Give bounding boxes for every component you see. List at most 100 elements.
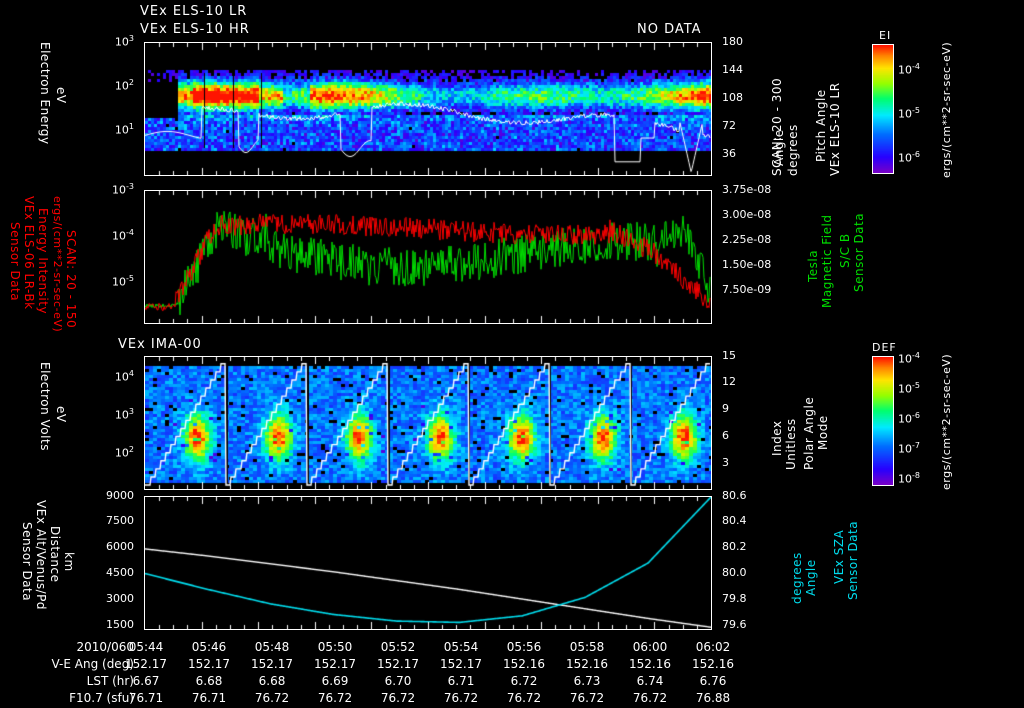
time-label-8: 06:00: [632, 640, 668, 654]
time-label-6: 05:56: [506, 640, 542, 654]
panel3-colorbar-title: DEF: [872, 341, 897, 354]
ve-ang-value-9: 152.16: [692, 657, 734, 671]
panel2-right-tick-2: 2.25e-08: [722, 233, 772, 246]
panel4-right-tick-4: 79.8: [722, 592, 747, 605]
panel2-left-label-line4: ergs/(cm**2-sr-sec-eV): [51, 196, 64, 333]
panel2-left-label-line5: SCAN: 20 - 150: [64, 230, 78, 329]
panel3-right-label-line2: Polar Angle: [802, 396, 816, 470]
panel4-left-tick-3: 4500: [106, 566, 134, 579]
panel4-right-ticks: 80.6 80.4 80.2 80.0 79.8 79.6: [722, 489, 778, 631]
lst-value-5: 6.71: [447, 674, 475, 688]
panel1-right-label-line5: SCAN: 20 - 300: [770, 77, 784, 176]
lst-value-4: 6.70: [384, 674, 412, 688]
panel2-right-tick-4: 7.50e-09: [722, 283, 772, 296]
panel4-right-tick-1: 80.4: [722, 514, 747, 527]
row-label-2: F10.7 (sfu): [69, 691, 134, 705]
ve-ang-value-8: 152.16: [629, 657, 671, 671]
lst-value-9: 6.76: [699, 674, 727, 688]
panel1-spectrogram[interactable]: [144, 42, 712, 176]
panel4-left-tick-1: 7500: [106, 514, 134, 527]
lst-value-1: 6.68: [195, 674, 223, 688]
panel2-left-ticks: 10-3 10-4 10-5: [82, 182, 140, 324]
panel2-line-plot[interactable]: [144, 190, 712, 324]
panel1-colorbar-unit-text: ergs/(cm**2-sr-sec-eV): [940, 41, 953, 178]
panel4-left-label-line4: km: [62, 552, 76, 572]
panel2-right-label-line3: Magnetic Field: [820, 214, 834, 308]
panel4-right-label-line4: degrees: [790, 552, 804, 604]
panel3-right-tick-3: 6: [722, 429, 729, 442]
panel4-left-label-line2: VEx Alt/Venus/Pd: [34, 500, 48, 611]
time-label-7: 05:58: [569, 640, 605, 654]
panel3-right-tick-1: 12: [722, 375, 736, 388]
panel3-left-tick-1: 103: [114, 407, 134, 422]
f107-value-5: 76.72: [443, 691, 479, 705]
panel1-right-tick-4: 36: [722, 147, 736, 160]
panel1-right-label-line2: VEx ELS-10 LR: [828, 82, 842, 176]
panel2-left-label-line3: Energy Intensity: [36, 208, 50, 315]
panel1-right-label-line4: degrees: [786, 124, 800, 176]
panel2-right-tick-1: 3.00e-08: [722, 208, 772, 221]
panel2-left-label-line1: Sensor Data: [8, 222, 22, 302]
panel3-cb-tick-1: 10-5: [898, 381, 920, 396]
panel3-cb-tick-3: 10-7: [898, 441, 920, 456]
panel4-line-plot[interactable]: [144, 496, 712, 630]
panel1-cb-tick-1: 10-5: [898, 106, 920, 121]
ve-ang-value-5: 152.17: [440, 657, 482, 671]
panel4-left-tick-5: 1500: [106, 618, 134, 631]
lst-value-6: 6.72: [510, 674, 538, 688]
time-label-5: 05:54: [443, 640, 479, 654]
lst-value-8: 6.74: [636, 674, 664, 688]
panel1-right-tick-0: 180: [722, 35, 743, 48]
lst-value-0: 6.67: [132, 674, 160, 688]
panel1-right-ticks: 180 144 108 72 36: [722, 35, 768, 176]
row-label-1: LST (hr): [86, 674, 134, 688]
panel1-left-tick-0: 103: [114, 34, 134, 49]
panel2-right-tick-3: 1.50e-08: [722, 258, 772, 271]
ve-ang-value-4: 152.17: [377, 657, 419, 671]
panel1-right-tick-3: 72: [722, 119, 736, 132]
no-data-label: NO DATA: [637, 22, 702, 37]
panel1-left-tick-1: 102: [114, 78, 134, 93]
ve-ang-value-6: 152.16: [503, 657, 545, 671]
panel3-colorbar: [872, 356, 894, 486]
panel2-right-label-line4: Tesla: [806, 249, 820, 282]
panel4-right-tick-0: 80.6: [722, 489, 747, 502]
panel1-title-hr: VEx ELS-10 HR: [140, 22, 250, 37]
panel1-left-ticks: 103 102 101: [82, 34, 140, 176]
panel2-right-label-line1: Sensor Data: [852, 212, 866, 292]
f107-value-2: 76.72: [254, 691, 290, 705]
panel1-colorbar-ticks: 10-4 10-5 10-6: [898, 44, 938, 174]
panel2-left-label-line2: VEx ELS-06 LR-Bk: [22, 196, 36, 310]
panel3-right-label-line3: Index: [770, 420, 784, 456]
panel4-right-tick-5: 79.6: [722, 618, 747, 631]
panel4-left-label-line3: Distance: [48, 526, 62, 583]
lst-value-3: 6.69: [321, 674, 349, 688]
panel3-spectrogram[interactable]: [144, 356, 712, 490]
panel4-left-ticks: 9000 7500 6000 4500 3000 1500: [82, 489, 140, 631]
panel1-right-tick-1: 144: [722, 63, 743, 76]
panel3-right-label-line4: Unitless: [784, 418, 798, 470]
panel1-left-label-line2: eV: [54, 87, 68, 104]
f107-value-8: 76.72: [632, 691, 668, 705]
f107-value-4: 76.72: [380, 691, 416, 705]
panel1-cb-tick-0: 10-4: [898, 62, 920, 77]
lst-value-7: 6.73: [573, 674, 601, 688]
panel3-cb-tick-2: 10-6: [898, 411, 920, 426]
time-label-3: 05:50: [317, 640, 353, 654]
panel3-colorbar-unit-text: ergs/(cm**2-sr-sec-eV): [940, 353, 953, 490]
panel1-title-lr: VEx ELS-10 LR: [140, 4, 248, 19]
panel1-colorbar-title: EI: [879, 29, 892, 42]
panel1-colorbar: [872, 44, 894, 174]
panel1-cb-tick-2: 10-6: [898, 150, 920, 165]
panel4-right-tick-3: 80.0: [722, 566, 747, 579]
panel2-right-label-line2: S/C B: [838, 233, 852, 268]
ve-ang-value-1: 152.17: [188, 657, 230, 671]
panel4-left-tick-0: 9000: [106, 489, 134, 502]
panel3-right-label-line1: Mode: [816, 415, 830, 450]
panel1-left-tick-2: 101: [114, 122, 134, 137]
panel2-left-tick-0: 10-3: [112, 182, 134, 197]
panel3-colorbar-ticks: 10-4 10-5 10-6 10-7 10-8: [898, 351, 938, 486]
panel4-right-label-line2: VEx SZA: [832, 529, 846, 584]
ve-ang-value-2: 152.17: [251, 657, 293, 671]
panel3-right-ticks: 15 12 9 6 3: [722, 349, 768, 490]
